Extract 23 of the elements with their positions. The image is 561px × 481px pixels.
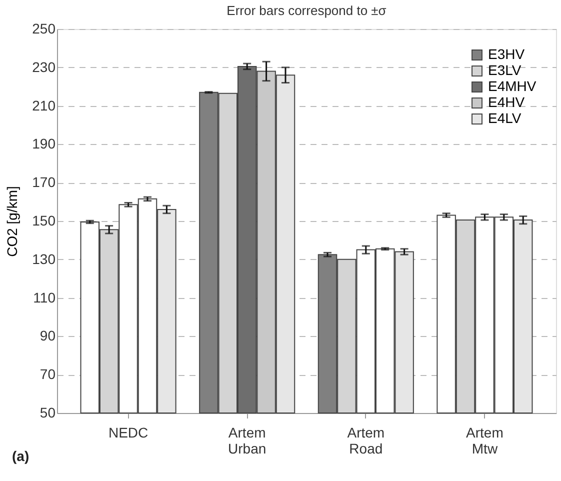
text: (a): [12, 448, 30, 464]
y-tick-label: 150: [32, 212, 56, 228]
x-tick-label: Artem Mtw: [466, 424, 504, 456]
y-tick-label: 250: [32, 20, 56, 36]
legend-label: E4LV: [488, 110, 522, 126]
y-tick-label: 70: [40, 366, 56, 382]
x-tick-label: NEDC: [108, 424, 148, 440]
y-tick-label: 50: [40, 404, 56, 420]
legend-label: E4HV: [488, 94, 526, 110]
legend-label: E3HV: [488, 46, 526, 62]
y-tick-label: 230: [32, 58, 56, 75]
y-tick-label: 190: [32, 136, 56, 152]
legend-label: E3LV: [488, 62, 522, 78]
legend-label: E4MHV: [488, 78, 537, 94]
y-tick-label: 130: [32, 250, 56, 267]
y-tick-label: 110: [33, 289, 56, 306]
y-tick-label: 210: [32, 97, 56, 114]
y-tick-label: 170: [32, 174, 56, 190]
x-tick-label: Artem Road: [347, 424, 385, 456]
chart-title: Error bars correspond to ±σ: [226, 3, 386, 18]
y-tick-label: 90: [40, 328, 56, 344]
x-tick-label: Artem Urban: [228, 424, 266, 456]
y-axis-title: CO2 [g/km]: [4, 186, 20, 257]
